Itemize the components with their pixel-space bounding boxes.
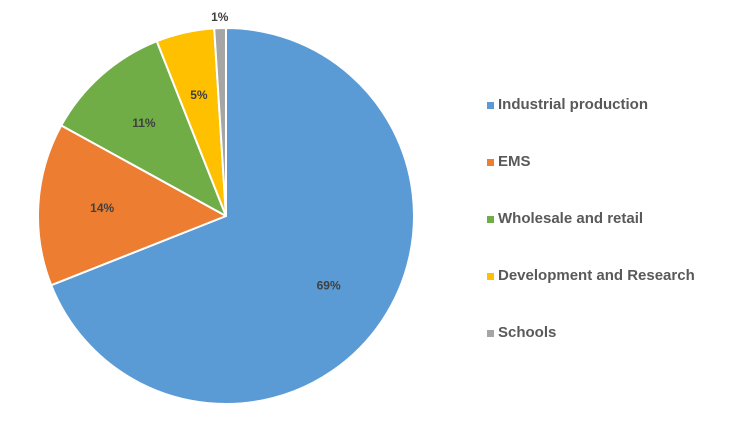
pie-slice-schools — [213, 27, 227, 217]
legend-label-development-and-research: Development and Research — [498, 267, 695, 284]
legend-swatch-schools — [487, 330, 494, 337]
legend-item-ems: EMS — [487, 151, 732, 208]
legend-swatch-industrial-production — [487, 102, 494, 109]
legend-swatch-ems — [487, 159, 494, 166]
legend-item-schools: Schools — [487, 322, 732, 379]
pie-slice-industrial-production — [50, 27, 415, 405]
legend-label-wholesale-and-retail: Wholesale and retail — [498, 210, 644, 227]
data-label-development-and-research: 5% — [190, 88, 208, 102]
pie-slice-wholesale-and-retail — [60, 40, 227, 217]
data-label-wholesale-and-retail: 11% — [132, 116, 156, 130]
chart-legend: Industrial production EMS Wholesale and … — [487, 94, 732, 379]
legend-swatch-development-and-research — [487, 273, 494, 280]
legend-label-ems: EMS — [498, 153, 531, 170]
legend-swatch-wholesale-and-retail — [487, 216, 494, 223]
data-label-industrial-production: 69% — [317, 279, 341, 293]
pie-slice-ems — [37, 124, 227, 287]
legend-item-wholesale-and-retail: Wholesale and retail — [487, 208, 732, 265]
data-label-schools: 1% — [211, 10, 229, 24]
legend-label-industrial-production: Industrial production — [498, 96, 648, 113]
data-label-ems: 14% — [90, 201, 114, 215]
legend-item-industrial-production: Industrial production — [487, 94, 732, 151]
legend-label-schools: Schools — [498, 324, 557, 341]
legend-item-development-and-research: Development and Research — [487, 265, 732, 322]
